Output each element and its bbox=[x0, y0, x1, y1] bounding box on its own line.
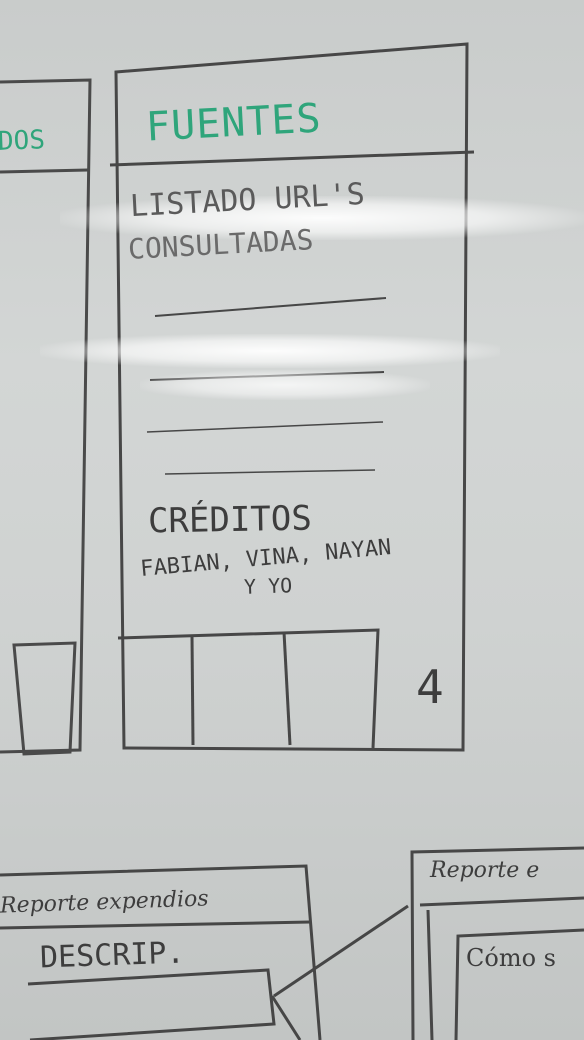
credits-line2: Y YO bbox=[243, 573, 293, 599]
page-number: 4 bbox=[416, 660, 444, 714]
credits-heading: CRÉDITOS bbox=[147, 498, 313, 542]
bottom-left-card-frame bbox=[0, 864, 409, 1040]
main-card-frame bbox=[109, 42, 475, 752]
left-card-header-fragment: DOS bbox=[0, 125, 46, 157]
bottom-right-card-label: Cómo s bbox=[466, 944, 556, 972]
bottom-left-card-label: DESCRIP. bbox=[39, 935, 186, 976]
main-card-title: FUENTES bbox=[144, 95, 323, 151]
bottom-right-card-title: Reporte e bbox=[430, 858, 540, 883]
bottom-right-card-frame bbox=[410, 846, 584, 1040]
left-partial-card-frame bbox=[0, 78, 92, 756]
